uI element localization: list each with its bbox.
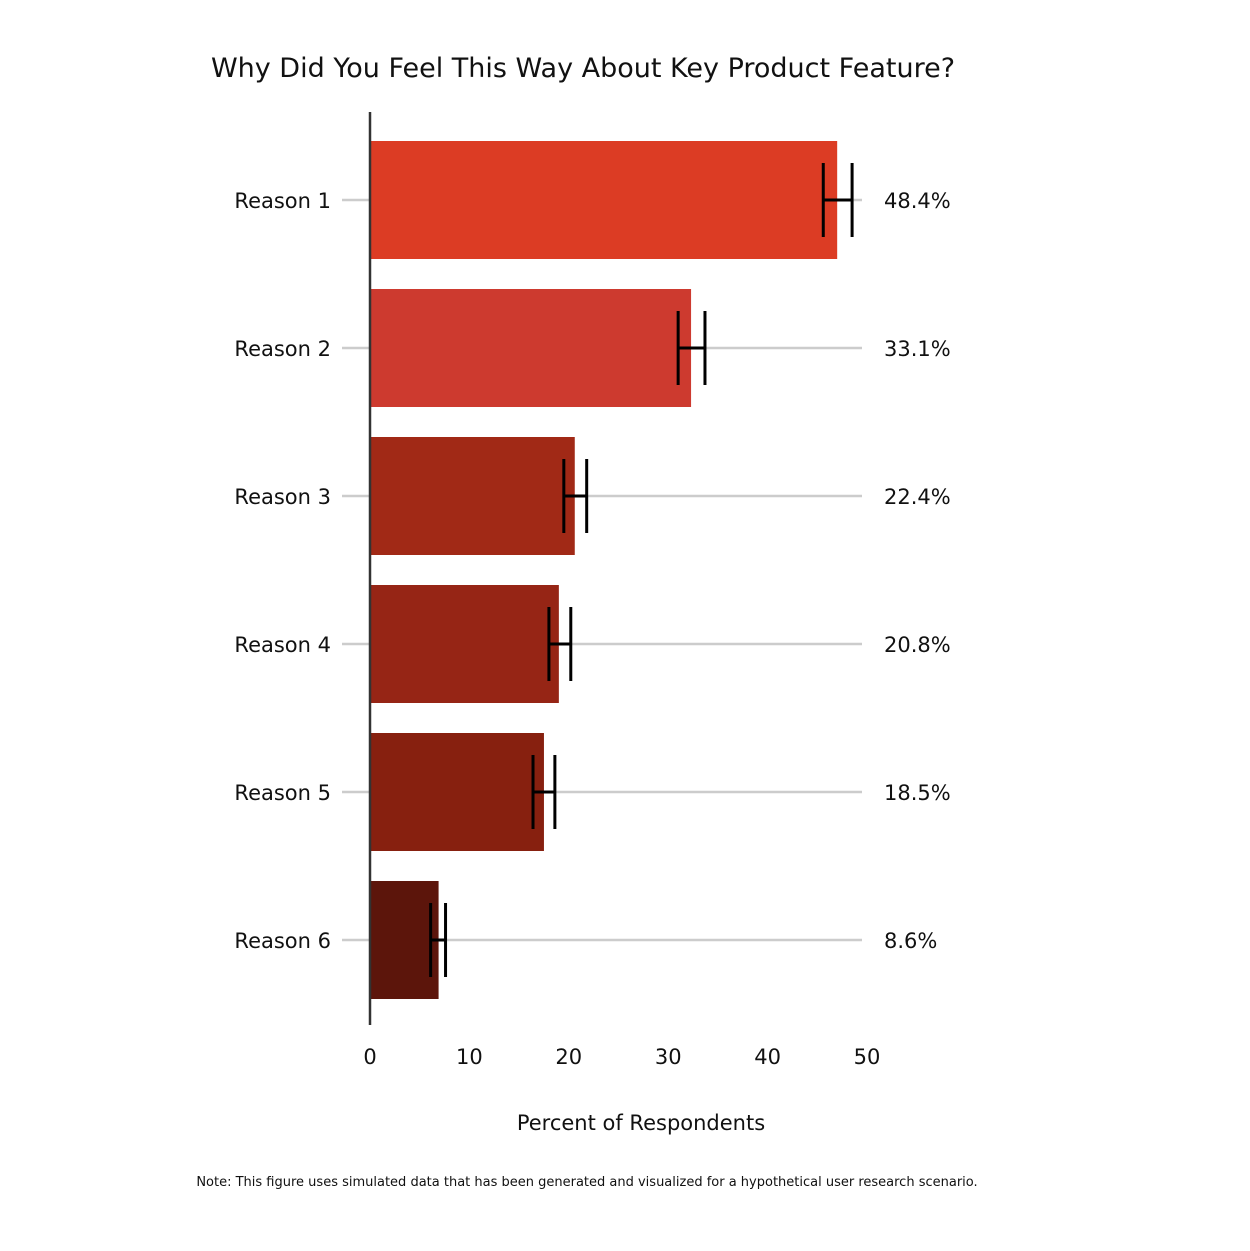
x-tick-label: 30 [655,1045,682,1069]
category-label: Reason 2 [234,337,331,361]
bar [370,437,575,555]
category-label: Reason 5 [234,781,331,805]
value-label: 20.8% [884,633,951,657]
chart-title: Why Did You Feel This Way About Key Prod… [211,53,955,84]
bar [370,141,838,259]
x-tick-label: 50 [854,1045,881,1069]
x-axis-ticks: 0 10 20 30 40 50 [363,1045,880,1069]
value-label: 48.4% [884,189,951,213]
bar [370,585,559,703]
value-label: 22.4% [884,485,951,509]
category-label: Reason 6 [234,929,331,953]
x-tick-label: 40 [754,1045,781,1069]
value-label: 18.5% [884,781,951,805]
x-tick-label: 10 [456,1045,483,1069]
value-label: 8.6% [884,929,937,953]
category-label: Reason 3 [234,485,331,509]
x-tick-label: 20 [555,1045,582,1069]
value-labels: 48.4% 33.1% 22.4% 20.8% 18.5% 8.6% [884,189,951,953]
value-label: 33.1% [884,337,951,361]
x-tick-label: 0 [363,1045,376,1069]
category-labels: Reason 1 Reason 2 Reason 3 Reason 4 Reason 5… [234,189,331,953]
bar [370,733,544,851]
category-label: Reason 1 [234,189,331,213]
footnote: Note: This figure uses simulated data th… [196,1175,977,1190]
bars [370,141,838,999]
bar [370,881,439,999]
x-axis-label: Percent of Respondents [517,1111,765,1135]
category-label: Reason 4 [234,633,331,657]
error-bars [429,163,854,977]
bar [370,289,692,407]
